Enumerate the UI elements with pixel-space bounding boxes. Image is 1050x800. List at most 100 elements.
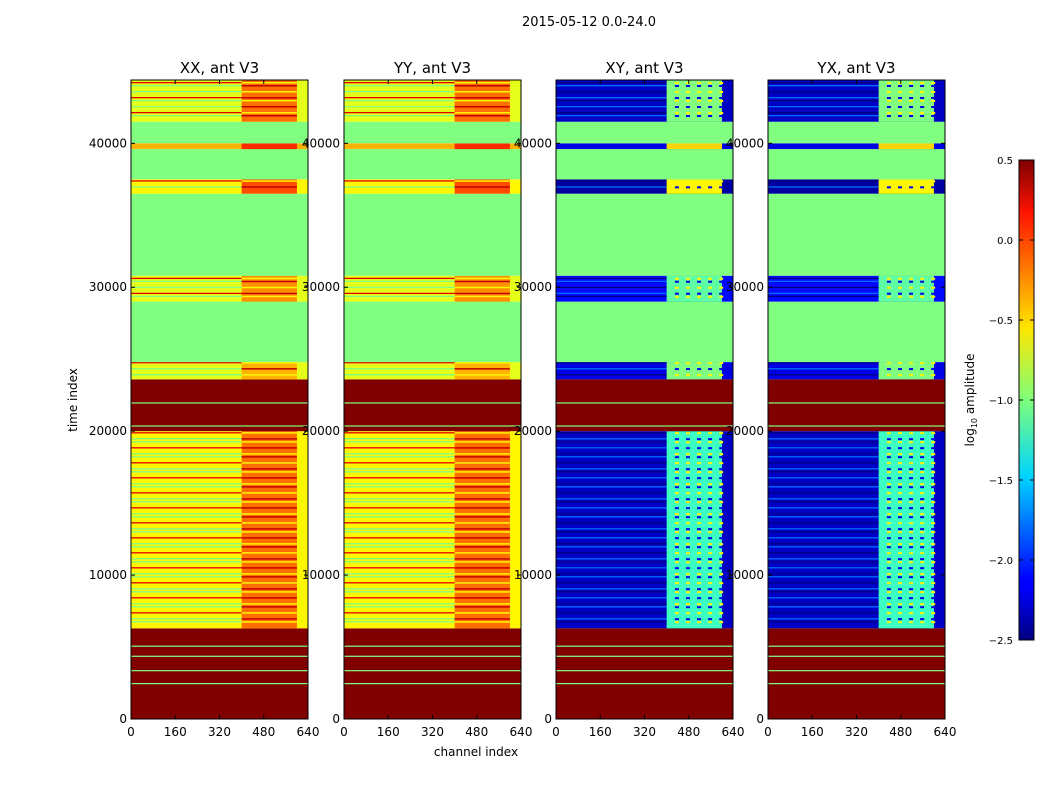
heatmap-line	[556, 683, 733, 685]
heatmap-stripe-high	[708, 456, 713, 459]
heatmap-stripe-high	[897, 573, 902, 576]
heatmap-stripe-high	[719, 471, 724, 474]
heatmap-stripe-high	[886, 603, 891, 606]
heatmap-band-high-channels	[241, 628, 297, 719]
heatmap-stripe-high	[685, 85, 690, 87]
heatmap-stripe	[556, 492, 667, 494]
heatmap-stripe-high	[454, 368, 510, 370]
heatmap-stripe-high	[697, 603, 702, 606]
x-tick-label: 480	[677, 725, 700, 739]
heatmap-stripe-high	[931, 180, 936, 183]
heatmap-stripe-high	[719, 546, 724, 549]
y-tick-label: 30000	[514, 280, 552, 294]
heatmap-stripe	[344, 537, 455, 539]
heatmap-stripe-high	[886, 453, 891, 456]
heatmap-stripe-high	[719, 438, 724, 441]
heatmap-stripe	[131, 501, 242, 503]
heatmap-stripe-high	[920, 100, 925, 102]
heatmap-stripe-high	[708, 286, 713, 289]
heatmap-stripe-high	[931, 492, 936, 495]
heatmap-stripe	[131, 612, 242, 614]
heatmap-stripe	[768, 277, 879, 280]
heatmap-stripe	[131, 597, 242, 599]
heatmap-line	[768, 402, 945, 404]
heatmap-band-high-channels	[454, 362, 510, 380]
heatmap-stripe-high	[886, 97, 891, 99]
heatmap-stripe-high	[719, 477, 724, 480]
heatmap-stripe-high	[674, 91, 679, 93]
heatmap-stripe-high	[920, 180, 925, 183]
heatmap-stripe	[344, 498, 455, 500]
heatmap-stripe-high	[886, 606, 891, 609]
heatmap-stripe	[131, 483, 242, 485]
heatmap-stripe	[768, 82, 879, 84]
heatmap-stripe-high	[931, 543, 936, 546]
heatmap-stripe-high	[674, 85, 679, 87]
heatmap-stripe-high	[708, 453, 713, 456]
heatmap-stripe-high	[697, 477, 702, 480]
heatmap-stripe-high	[674, 97, 679, 99]
heatmap-stripe-high	[674, 492, 679, 495]
heatmap-stripe-high	[897, 486, 902, 489]
heatmap-stripe	[556, 552, 667, 554]
heatmap-stripe-high	[454, 441, 510, 443]
heatmap-stripe-high	[920, 438, 925, 441]
heatmap-stripe-high	[886, 597, 891, 600]
heatmap-stripe	[768, 546, 879, 548]
heatmap-line	[768, 645, 945, 647]
heatmap-stripe-high	[909, 468, 914, 471]
heatmap-stripe-high	[719, 362, 724, 365]
heatmap-stripe-high	[920, 561, 925, 564]
heatmap-stripe	[768, 606, 879, 608]
heatmap-line	[344, 655, 521, 657]
heatmap-stripe-high	[931, 100, 936, 102]
heatmap-stripe	[131, 112, 242, 114]
y-tick-label: 40000	[726, 136, 764, 150]
heatmap-stripe-high	[241, 441, 297, 443]
heatmap-stripe-high	[920, 498, 925, 501]
heatmap-stripe	[556, 603, 667, 605]
heatmap-stripe-high	[886, 368, 891, 371]
heatmap-line	[768, 683, 945, 685]
heatmap-stripe-high	[897, 100, 902, 102]
heatmap-stripe	[556, 486, 667, 488]
heatmap-stripe-high	[685, 612, 690, 615]
heatmap-stripe-high	[697, 621, 702, 624]
heatmap-stripe-high	[685, 582, 690, 585]
heatmap-stripe-high	[708, 591, 713, 594]
heatmap-line	[344, 683, 521, 685]
heatmap-stripe-high	[454, 567, 510, 569]
heatmap-stripe-high	[674, 543, 679, 546]
heatmap-stripe-high	[674, 447, 679, 450]
heatmap-stripe	[768, 292, 879, 295]
heatmap-stripe-high	[685, 186, 690, 189]
heatmap-stripe-high	[241, 362, 297, 364]
heatmap-stripe-high	[920, 516, 925, 519]
heatmap-stripe-high	[697, 115, 702, 117]
heatmap-stripe-high	[454, 543, 510, 545]
heatmap-stripe	[556, 606, 667, 608]
heatmap-stripe-high	[931, 528, 936, 531]
x-tick-label: 160	[589, 725, 612, 739]
heatmap-stripe	[131, 374, 242, 376]
heatmap-stripe-high	[685, 501, 690, 504]
heatmap-stripe	[344, 100, 455, 102]
heatmap-stripe	[344, 597, 455, 599]
heatmap-stripe-high	[241, 513, 297, 515]
heatmap-stripe-high	[708, 606, 713, 609]
heatmap-stripe	[344, 558, 455, 560]
heatmap-stripe-high	[931, 597, 936, 600]
heatmap-stripe-high	[886, 186, 891, 189]
heatmap-stripe	[556, 513, 667, 515]
heatmap-stripe-high	[241, 286, 297, 289]
heatmap-stripe-high	[697, 462, 702, 465]
heatmap-stripe-high	[886, 441, 891, 444]
heatmap-stripe-high	[685, 567, 690, 570]
heatmap-stripe-high	[719, 91, 724, 93]
heatmap-stripe-high	[897, 115, 902, 117]
heatmap-stripe-high	[697, 82, 702, 84]
heatmap-stripe-high	[719, 597, 724, 600]
heatmap-stripe-high	[886, 531, 891, 534]
heatmap-stripe-high	[909, 115, 914, 117]
heatmap-stripe-high	[674, 115, 679, 117]
